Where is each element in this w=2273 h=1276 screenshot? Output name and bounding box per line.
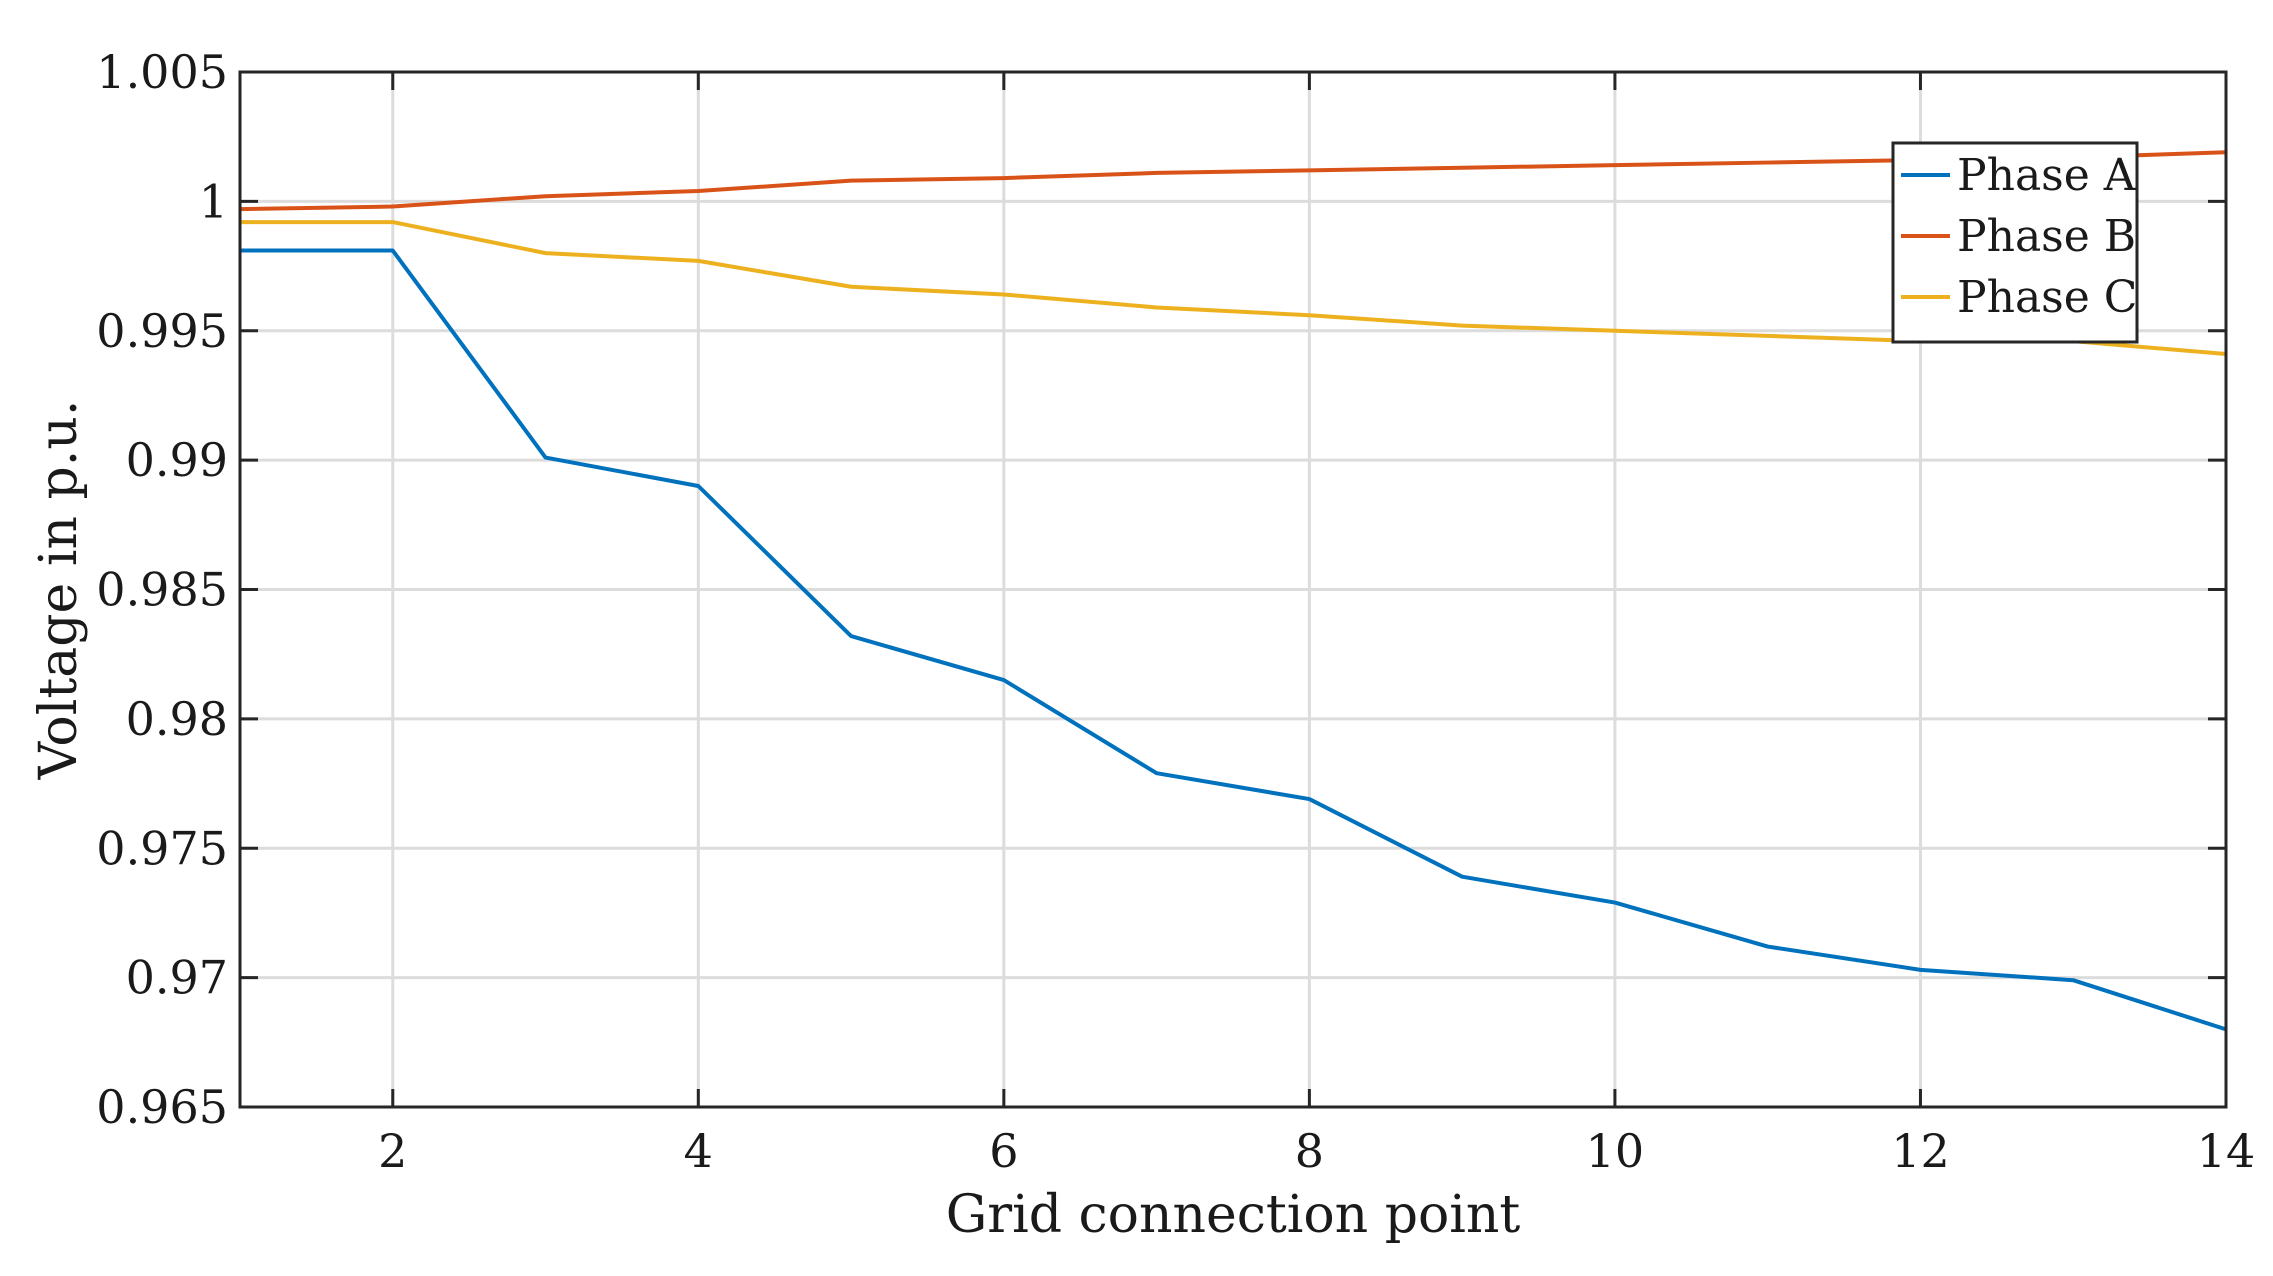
x-tick-label: 12 <box>1891 1124 1950 1178</box>
series-line-phase-a <box>240 248 2227 1032</box>
y-tick-label: 1.005 <box>96 45 228 99</box>
x-tick-label: 8 <box>1295 1124 1324 1178</box>
y-tick-label: 0.99 <box>126 433 228 487</box>
y-tick-label: 0.965 <box>96 1080 228 1134</box>
y-axis-tick-labels: 0.965 0.97 0.975 0.98 0.985 0.99 0.995 1 1.005 <box>96 45 228 1134</box>
y-tick-label: 0.975 <box>96 821 228 875</box>
y-axis-title: Voltage in p.u. <box>29 400 89 781</box>
x-axis-tick-labels: 2 4 6 8 10 12 14 <box>378 1124 2255 1178</box>
y-tick-label: 0.985 <box>96 563 228 617</box>
y-tick-label: 0.995 <box>96 304 228 358</box>
x-tick-label: 10 <box>1586 1124 1645 1178</box>
legend: Phase A Phase B Phase C <box>1891 141 2139 344</box>
legend-label-phase-a: Phase A <box>1957 150 2137 201</box>
legend-label-phase-b: Phase B <box>1957 211 2136 262</box>
y-tick-label: 1 <box>199 174 228 228</box>
x-tick-label: 2 <box>378 1124 407 1178</box>
axis-ticks <box>240 70 2228 1109</box>
y-tick-label: 0.97 <box>126 951 228 1005</box>
x-tick-label: 4 <box>684 1124 713 1178</box>
x-tick-label: 14 <box>2197 1124 2256 1178</box>
legend-label-phase-c: Phase C <box>1957 272 2137 323</box>
x-tick-label: 6 <box>989 1124 1018 1178</box>
x-axis-title: Grid connection point <box>946 1185 1521 1245</box>
y-tick-label: 0.98 <box>126 692 228 746</box>
